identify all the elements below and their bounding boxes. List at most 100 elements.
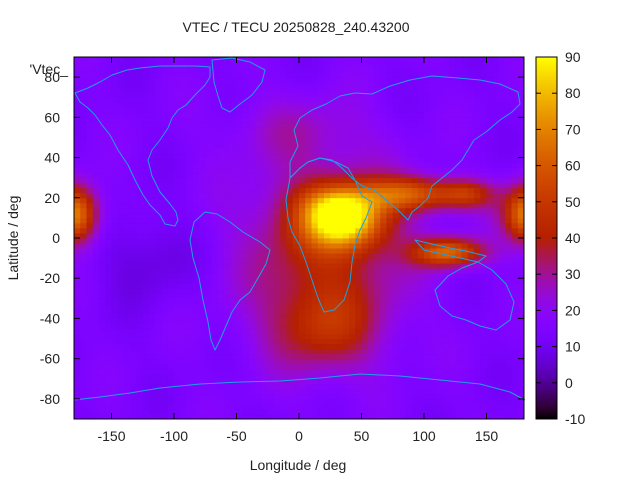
heat-cell: [274, 102, 281, 108]
heat-cell: [149, 142, 156, 148]
heat-cell: [180, 192, 187, 199]
heat-cell: [355, 187, 362, 194]
heat-cell: [355, 293, 362, 299]
heat-cell: [280, 182, 287, 189]
heat-cell: [474, 278, 481, 284]
heat-cell: [249, 77, 256, 83]
heat-cell: [367, 157, 375, 163]
heat-cell: [217, 107, 225, 113]
heat-cell: [261, 368, 269, 375]
heat-cell: [374, 248, 381, 254]
heat-cell: [180, 348, 187, 355]
heat-cell: [186, 268, 194, 274]
heat-cell: [155, 373, 162, 380]
heat-cell: [155, 328, 162, 334]
heat-cell: [99, 82, 106, 88]
heat-cell: [286, 328, 294, 334]
heat-cell: [336, 162, 344, 169]
heat-cell: [349, 303, 356, 309]
heat-cell: [455, 222, 462, 229]
heat-cell: [224, 298, 231, 304]
heat-cell: [430, 308, 437, 314]
heat-cell: [411, 333, 419, 339]
heat-cell: [324, 132, 331, 138]
heat-cell: [280, 323, 287, 329]
heat-cell: [449, 398, 456, 405]
heat-cell: [149, 87, 156, 93]
heat-cell: [111, 248, 119, 254]
heat-cell: [192, 152, 200, 158]
heat-cell: [80, 393, 87, 400]
heat-cell: [499, 248, 506, 254]
heat-cell: [380, 137, 387, 143]
heat-cell: [149, 283, 156, 289]
heat-cell: [374, 77, 381, 83]
heat-cell: [399, 248, 406, 254]
heat-cell: [480, 413, 487, 420]
heat-cell: [74, 258, 81, 264]
heat-cell: [424, 72, 431, 78]
heat-cell: [455, 202, 462, 209]
heat-cell: [486, 182, 494, 189]
heat-cell: [230, 177, 237, 184]
heat-cell: [224, 192, 231, 199]
heat-cell: [186, 107, 194, 113]
heat-cell: [224, 107, 231, 113]
heat-cell: [136, 172, 144, 179]
heat-cell: [317, 62, 325, 68]
heat-cell: [267, 353, 275, 360]
heat-cell: [311, 278, 319, 284]
heat-cell: [255, 87, 262, 93]
heat-cell: [149, 268, 156, 274]
heat-cell: [424, 308, 431, 314]
heat-cell: [467, 77, 475, 83]
heat-cell: [492, 177, 500, 184]
heat-cell: [186, 333, 194, 339]
heat-cell: [342, 137, 350, 143]
heat-cell: [142, 278, 150, 284]
heat-cell: [317, 227, 325, 234]
heat-cell: [267, 268, 275, 274]
heat-cell: [430, 102, 437, 108]
heat-cell: [411, 102, 419, 108]
heat-cell: [461, 263, 469, 269]
heat-cell: [361, 278, 369, 284]
heat-cell: [142, 87, 150, 93]
heat-cell: [349, 97, 356, 103]
heat-cell: [399, 57, 406, 63]
heat-cell: [199, 358, 206, 365]
heat-cell: [80, 172, 87, 179]
heat-cell: [217, 97, 225, 103]
heat-cell: [355, 122, 362, 128]
heat-cell: [424, 157, 431, 163]
heat-cell: [255, 388, 262, 395]
heat-cell: [474, 238, 481, 244]
heat-cell: [217, 253, 225, 259]
heat-cell: [455, 298, 462, 304]
heat-cell: [499, 112, 506, 118]
heat-cell: [274, 238, 281, 244]
heat-cell: [136, 137, 144, 143]
heat-cell: [336, 338, 344, 344]
heat-cell: [380, 147, 387, 153]
heat-cell: [436, 162, 444, 169]
heat-cell: [155, 197, 162, 204]
heat-cell: [399, 263, 406, 269]
heat-cell: [499, 348, 506, 355]
heat-cell: [186, 112, 194, 118]
heat-cell: [180, 177, 187, 184]
heat-cell: [292, 253, 300, 259]
heat-cell: [267, 87, 275, 93]
heat-cell: [330, 162, 337, 169]
heat-cell: [205, 308, 212, 314]
heat-cell: [467, 353, 475, 360]
heat-cell: [386, 172, 394, 179]
heat-cell: [230, 87, 237, 93]
heat-cell: [217, 263, 225, 269]
heat-cell: [255, 248, 262, 254]
heat-cell: [111, 92, 119, 98]
heat-cell: [80, 308, 87, 314]
heat-cell: [399, 353, 406, 360]
heat-cell: [130, 408, 137, 415]
heat-cell: [74, 373, 81, 380]
